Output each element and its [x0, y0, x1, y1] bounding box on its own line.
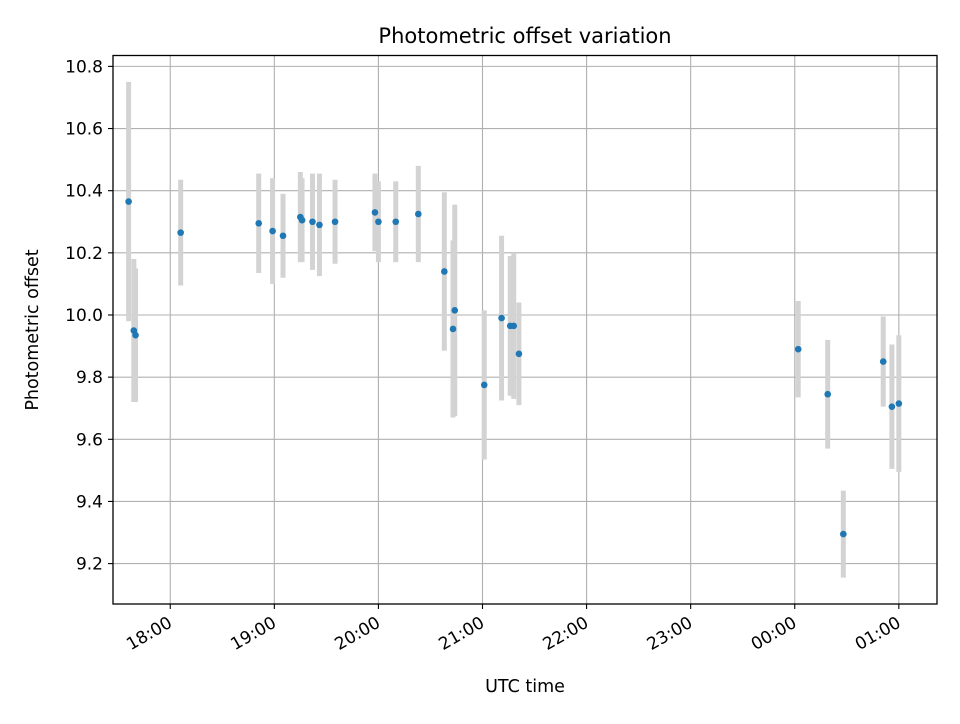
y-tick-label: 9.6	[76, 430, 103, 450]
data-point	[309, 218, 316, 226]
data-point	[879, 358, 887, 365]
data-point	[125, 198, 132, 205]
y-tick-label: 10.6	[65, 120, 103, 140]
chart-title: Photometric offset variation	[378, 24, 671, 48]
data-point	[451, 307, 459, 314]
y-axis-label: Photometric offset	[23, 249, 43, 410]
y-tick-label: 9.2	[76, 555, 103, 575]
data-point	[480, 381, 488, 389]
data-point	[392, 218, 400, 226]
data-point	[316, 221, 323, 229]
data-point	[441, 268, 448, 275]
grid-layer	[113, 55, 937, 604]
data-point	[415, 210, 422, 218]
data-point	[510, 322, 518, 330]
data-point	[269, 227, 276, 235]
data-point	[331, 218, 339, 226]
data-point	[298, 216, 306, 224]
data-point	[449, 325, 457, 333]
y-tick-label: 9.8	[76, 368, 103, 388]
y-tick-label: 10.0	[65, 306, 103, 326]
data-point	[279, 232, 287, 240]
data-point	[375, 218, 382, 226]
data-point	[895, 400, 903, 407]
data-point	[371, 209, 379, 216]
data-point	[824, 390, 832, 398]
data-point	[840, 530, 847, 538]
plot-area	[113, 55, 937, 604]
data-point	[498, 314, 505, 322]
x-axis-label: UTC time	[485, 677, 565, 697]
data-point	[888, 403, 896, 410]
data-point	[515, 350, 523, 358]
plot-frame	[112, 54, 938, 605]
data-point	[132, 331, 139, 339]
y-tick-label: 10.8	[65, 57, 103, 77]
data-point	[177, 229, 184, 236]
y-tick-label: 10.2	[65, 244, 103, 264]
y-tick-label: 9.4	[76, 492, 103, 512]
y-axis: 9.2 9.4 9.6 9.8 10.0 10.2 10.4 10.6 10.8	[65, 57, 113, 575]
y-tick-label: 10.4	[65, 182, 103, 202]
data-point	[794, 345, 802, 353]
data-point	[255, 220, 263, 227]
point-layer	[125, 198, 903, 538]
